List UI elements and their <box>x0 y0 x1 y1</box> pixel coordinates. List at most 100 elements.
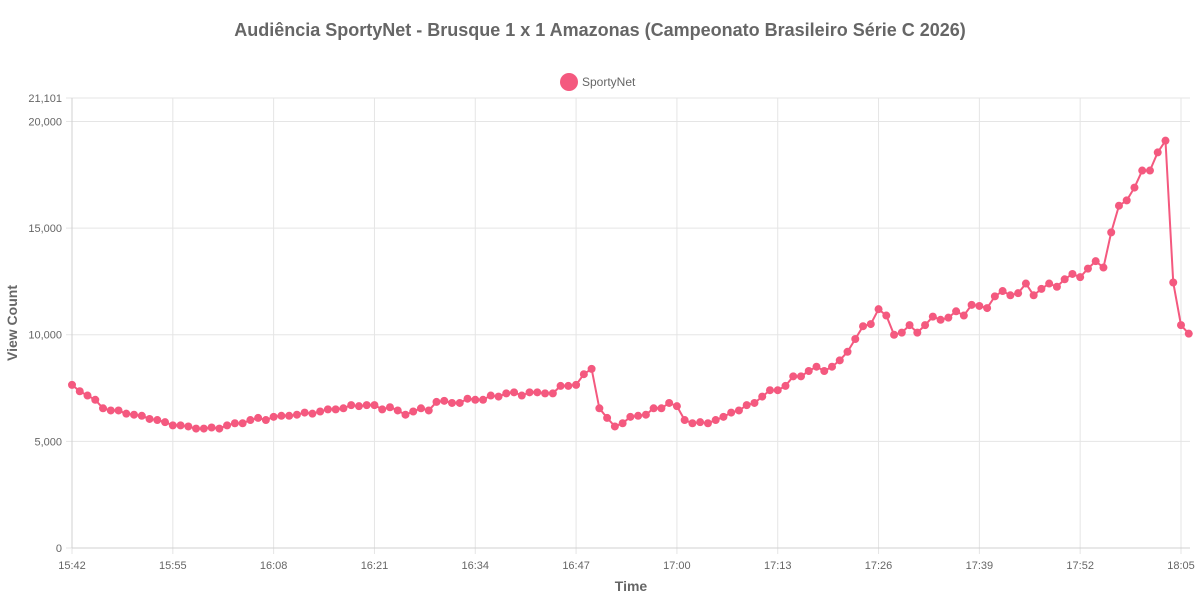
data-point[interactable] <box>168 421 177 430</box>
data-point[interactable] <box>1060 275 1069 284</box>
data-point[interactable] <box>130 410 139 419</box>
data-point[interactable] <box>820 366 829 375</box>
data-point[interactable] <box>959 311 968 320</box>
data-point[interactable] <box>145 414 154 423</box>
data-point[interactable] <box>548 389 557 398</box>
data-point[interactable] <box>471 395 480 404</box>
data-point[interactable] <box>610 422 619 431</box>
data-point[interactable] <box>952 307 961 316</box>
data-point[interactable] <box>1184 329 1193 338</box>
data-point[interactable] <box>572 380 581 389</box>
data-point[interactable] <box>215 424 224 433</box>
data-point[interactable] <box>424 406 433 415</box>
data-point[interactable] <box>967 300 976 309</box>
data-point[interactable] <box>579 370 588 379</box>
data-point[interactable] <box>812 362 821 371</box>
data-point[interactable] <box>649 404 658 413</box>
data-point[interactable] <box>1145 166 1154 175</box>
data-point[interactable] <box>432 397 441 406</box>
data-point[interactable] <box>1014 289 1023 298</box>
data-point[interactable] <box>734 406 743 415</box>
data-point[interactable] <box>223 421 232 430</box>
data-point[interactable] <box>719 412 728 421</box>
data-point[interactable] <box>882 311 891 320</box>
data-point[interactable] <box>758 392 767 401</box>
data-point[interactable] <box>828 362 837 371</box>
legend-marker-sportynet[interactable] <box>560 73 578 91</box>
legend[interactable]: SportyNet <box>560 73 636 91</box>
data-point[interactable] <box>657 404 666 413</box>
data-point[interactable] <box>122 409 131 418</box>
data-point[interactable] <box>440 396 449 405</box>
data-point[interactable] <box>921 321 930 330</box>
data-point[interactable] <box>502 389 511 398</box>
data-point[interactable] <box>362 401 371 410</box>
data-point[interactable] <box>1169 278 1178 287</box>
data-point[interactable] <box>742 401 751 410</box>
data-point[interactable] <box>750 398 759 407</box>
data-point[interactable] <box>587 364 596 373</box>
data-point[interactable] <box>277 411 286 420</box>
data-point[interactable] <box>727 408 736 417</box>
data-point[interactable] <box>207 423 216 432</box>
data-point[interactable] <box>990 292 999 301</box>
data-point[interactable] <box>1021 279 1030 288</box>
data-point[interactable] <box>137 411 146 420</box>
data-point[interactable] <box>665 398 674 407</box>
data-point[interactable] <box>936 315 945 324</box>
data-point[interactable] <box>905 321 914 330</box>
data-point[interactable] <box>238 419 247 428</box>
data-point[interactable] <box>199 424 208 433</box>
data-point[interactable] <box>859 322 868 331</box>
data-point[interactable] <box>897 328 906 337</box>
data-point[interactable] <box>448 398 457 407</box>
data-point[interactable] <box>983 304 992 313</box>
data-point[interactable] <box>804 366 813 375</box>
data-point[interactable] <box>874 305 883 314</box>
data-point[interactable] <box>618 419 627 428</box>
data-point[interactable] <box>347 401 356 410</box>
data-point[interactable] <box>354 402 363 411</box>
data-point[interactable] <box>153 416 162 425</box>
data-point[interactable] <box>1122 196 1131 205</box>
data-point[interactable] <box>285 411 294 420</box>
data-point[interactable] <box>1083 264 1092 273</box>
data-point[interactable] <box>672 402 681 411</box>
data-point[interactable] <box>308 409 317 418</box>
data-point[interactable] <box>339 404 348 413</box>
data-point[interactable] <box>1029 291 1038 300</box>
data-point[interactable] <box>1091 257 1100 266</box>
data-point[interactable] <box>106 406 115 415</box>
data-point[interactable] <box>1161 136 1170 145</box>
data-point[interactable] <box>913 328 922 337</box>
data-point[interactable] <box>680 416 689 425</box>
data-point[interactable] <box>269 412 278 421</box>
data-point[interactable] <box>494 392 503 401</box>
data-point[interactable] <box>1006 291 1015 300</box>
data-point[interactable] <box>331 405 340 414</box>
data-point[interactable] <box>1130 183 1139 192</box>
data-point[interactable] <box>479 395 488 404</box>
data-point[interactable] <box>851 335 860 344</box>
data-point[interactable] <box>711 416 720 425</box>
data-point[interactable] <box>525 388 534 397</box>
data-point[interactable] <box>91 395 100 404</box>
data-point[interactable] <box>463 394 472 403</box>
data-point[interactable] <box>323 405 332 414</box>
data-point[interactable] <box>603 413 612 422</box>
data-point[interactable] <box>1099 263 1108 272</box>
data-point[interactable] <box>230 419 239 428</box>
data-point[interactable] <box>1138 166 1147 175</box>
data-point[interactable] <box>292 410 301 419</box>
data-point[interactable] <box>68 380 76 389</box>
data-point[interactable] <box>409 407 418 416</box>
data-point[interactable] <box>696 418 705 427</box>
data-point[interactable] <box>184 422 193 431</box>
data-point[interactable] <box>796 372 805 381</box>
data-point[interactable] <box>688 419 697 428</box>
data-point[interactable] <box>83 391 92 400</box>
data-point[interactable] <box>246 416 255 425</box>
data-point[interactable] <box>634 411 643 420</box>
data-point[interactable] <box>944 313 953 322</box>
data-point[interactable] <box>641 410 650 419</box>
